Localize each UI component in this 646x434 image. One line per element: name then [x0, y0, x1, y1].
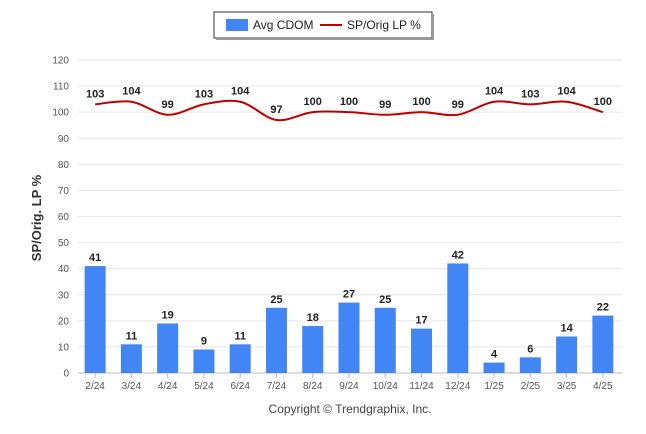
bar-value-label: 6: [527, 343, 533, 355]
line-value-label: 103: [521, 88, 539, 100]
x-tick-label: 2/24: [85, 381, 105, 392]
y-tick-label: 40: [58, 264, 70, 275]
bar-value-label: 9: [201, 336, 207, 348]
line-value-label: 104: [122, 86, 141, 98]
y-tick-label: 30: [58, 290, 70, 301]
copyright-footer: Copyright © Trendgraphix, Inc.: [269, 402, 432, 416]
bar-value-label: 18: [307, 312, 319, 324]
x-axis-ticks: 2/24 3/24 4/24 5/24 6/24 7/24 8/24 9/24 10/24 11/…: [85, 373, 613, 392]
x-tick-label: 1/25: [484, 381, 504, 392]
y-tick-label: 80: [58, 160, 70, 171]
x-tick-label: 3/24: [122, 381, 142, 392]
bar-value-label: 11: [126, 330, 138, 342]
bar: [302, 326, 324, 373]
bar: [556, 336, 578, 373]
line-series: [95, 99, 604, 122]
bar-value-label: 42: [452, 249, 464, 261]
line-value-label: 100: [340, 96, 358, 108]
x-tick-label: 7/24: [267, 381, 287, 392]
x-tick-label: 10/24: [373, 381, 398, 392]
x-tick-label: 8/24: [303, 381, 323, 392]
bar: [483, 362, 505, 373]
y-tick-label: 0: [63, 369, 69, 380]
bar: [411, 328, 433, 373]
bar-value-label: 25: [270, 294, 282, 306]
x-tick-label: 4/25: [593, 381, 613, 392]
x-tick-label: 3/25: [557, 381, 577, 392]
bar-series: [84, 263, 614, 373]
x-tick-label: 4/24: [158, 381, 178, 392]
line-value-label: 103: [86, 88, 104, 100]
bar: [519, 357, 541, 373]
line-value-label: 99: [379, 99, 391, 111]
line-value-label: 99: [162, 99, 174, 111]
bar-value-label: 11: [234, 330, 246, 342]
legend-shadow: [432, 14, 434, 40]
x-tick-label: 2/25: [521, 381, 541, 392]
y-tick-label: 20: [58, 316, 70, 327]
line-value-label: 97: [270, 104, 282, 116]
y-tick-label: 110: [53, 82, 69, 93]
bar: [229, 344, 251, 373]
legend-bar-label: Avg CDOM: [253, 18, 313, 32]
bar: [338, 302, 360, 373]
y-tick-label: 60: [58, 212, 70, 223]
bar-value-label: 19: [162, 309, 174, 321]
y-tick-label: 70: [58, 186, 70, 197]
gridlines: [78, 59, 622, 374]
y-tick-label: 50: [58, 238, 70, 249]
legend: Avg CDOM SP/Orig LP %: [213, 11, 434, 40]
legend-shadow-bottom: [216, 38, 434, 40]
bar: [120, 344, 142, 373]
x-tick-label: 11/24: [409, 381, 434, 392]
line-value-label: 104: [557, 86, 576, 98]
bar: [157, 323, 179, 373]
line-value-label: 99: [452, 99, 464, 111]
legend-bar-swatch: [226, 19, 248, 31]
bar-value-label: 17: [415, 315, 427, 327]
bar: [84, 266, 106, 373]
y-tick-label: 100: [52, 108, 69, 119]
x-tick-label: 6/24: [230, 381, 250, 392]
x-tick-label: 5/24: [194, 381, 214, 392]
y-tick-label: 90: [58, 134, 70, 145]
y-axis-ticks: 0 10 20 30 40 50 60 70 80 90 100 110 120: [52, 56, 69, 380]
bar: [592, 315, 614, 373]
bar-value-label: 27: [343, 289, 355, 301]
bar-value-label: 41: [89, 252, 101, 264]
y-tick-label: 10: [58, 342, 70, 353]
line-value-label: 103: [195, 88, 213, 100]
line-value-label: 104: [485, 86, 504, 98]
bar-value-label: 25: [379, 294, 391, 306]
bar-value-label: 4: [491, 349, 498, 361]
line-path: [95, 99, 604, 122]
legend-line-label: SP/Orig LP %: [347, 18, 421, 32]
x-tick-label: 12/24: [445, 381, 470, 392]
line-value-label: 100: [304, 96, 322, 108]
bar: [447, 263, 469, 373]
line-value-label: 100: [412, 96, 430, 108]
x-tick-label: 9/24: [339, 381, 359, 392]
bar-value-label: 14: [560, 322, 573, 334]
y-axis-label: SP/Orig. LP %: [29, 174, 44, 261]
bar: [265, 307, 287, 373]
bar-value-label: 22: [597, 302, 609, 314]
line-value-label: 104: [231, 86, 250, 98]
bar: [374, 307, 396, 373]
data-labels: 41 11 19 9 11 25 18 27 25 17 42 4 6 14 22 103 104 99 103 10…: [86, 86, 612, 361]
line-value-label: 100: [594, 96, 612, 108]
y-tick-label: 120: [52, 56, 69, 67]
bar: [193, 349, 215, 373]
